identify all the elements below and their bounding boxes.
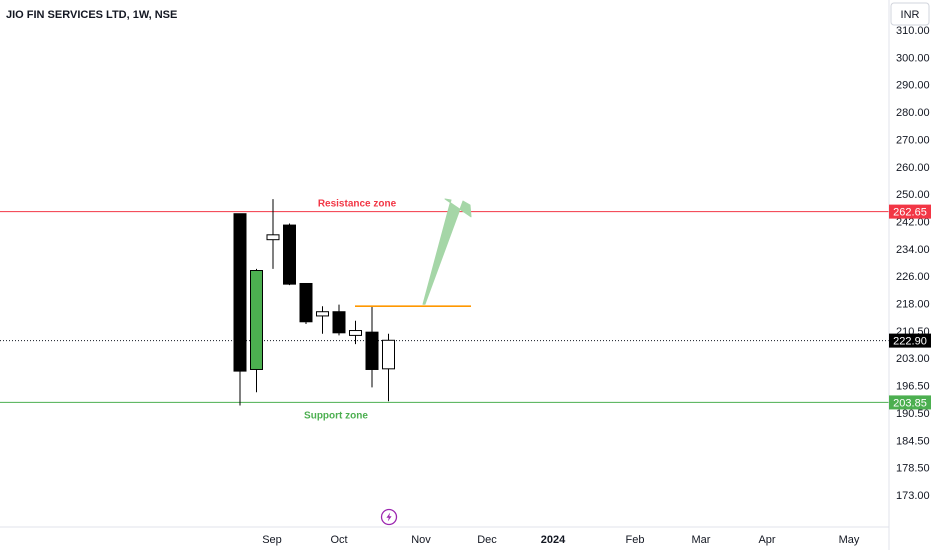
price-axis[interactable]: 310.00 300.00 290.00 280.00 270.00 260.00 250.…	[888, 0, 931, 550]
time-axis-tick: Oct	[330, 534, 347, 546]
price-axis-tick: 242.00	[896, 216, 930, 228]
time-axis[interactable]: Sep Oct Nov Dec 2024 Feb Mar Apr May	[0, 526, 889, 546]
currency-label: INR	[901, 9, 920, 21]
time-axis-tick: Dec	[477, 534, 497, 546]
price-axis-tick: 184.50	[896, 435, 930, 447]
lightning-bolt-icon	[386, 512, 392, 522]
symbol-title: JIO FIN SERVICES LTD, 1W, NSE	[6, 9, 177, 21]
bearish-candle-body	[365, 331, 379, 370]
price-axis-tick: 190.50	[896, 408, 930, 420]
price-axis-tick: 234.00	[896, 244, 930, 256]
price-axis-tick: 280.00	[896, 107, 930, 119]
candle	[233, 213, 247, 406]
time-axis-tick: May	[839, 534, 860, 546]
price-axis-tick: 218.00	[896, 299, 930, 311]
candle	[316, 306, 329, 334]
bullish-candle-body	[316, 311, 329, 317]
time-axis-tick: 2024	[541, 534, 566, 546]
bearish-candle-body	[332, 311, 346, 334]
candle	[250, 268, 263, 393]
candle	[365, 306, 379, 388]
svg-text:222.90: 222.90	[893, 336, 927, 348]
svg-text:262.65: 262.65	[893, 207, 927, 219]
currency-selector[interactable]: INR	[890, 2, 930, 26]
price-axis-tick: 270.00	[896, 134, 930, 146]
bearish-candle-body	[283, 224, 296, 285]
time-axis-tick: Mar	[692, 534, 711, 546]
candle	[266, 199, 280, 269]
price-axis-tick: 226.00	[896, 271, 930, 283]
price-axis-tick: 300.00	[896, 52, 930, 64]
resistance-zone-label: Resistance zone	[318, 199, 397, 210]
candle	[283, 223, 296, 286]
bullish-candle-body	[250, 270, 263, 370]
candle	[382, 333, 395, 402]
support-zone-label: Support zone	[304, 410, 368, 421]
bearish-candle-body	[299, 282, 313, 323]
breakout-arrow[interactable]	[422, 198, 472, 305]
bullish-candle-body	[266, 234, 280, 241]
time-axis-tick: Sep	[262, 534, 282, 546]
plot-area[interactable]: Resistance zone Support zone JIO FIN SER…	[0, 9, 889, 526]
time-axis-tick: Apr	[758, 534, 775, 546]
price-axis-tick: 196.50	[896, 381, 930, 393]
price-axis-tick: 173.00	[896, 490, 930, 502]
resistance-price-tag: 262.65	[889, 204, 931, 219]
candle	[349, 320, 362, 345]
price-axis-tick: 250.00	[896, 189, 930, 201]
price-axis-tick: 260.00	[896, 162, 930, 174]
candles	[233, 199, 395, 406]
event-marker[interactable]	[380, 508, 398, 526]
time-axis-tick: Nov	[411, 534, 431, 546]
svg-text:203.85: 203.85	[893, 397, 927, 409]
bullish-candle-body	[382, 339, 395, 370]
time-axis-tick: Feb	[626, 534, 645, 546]
current-price-tag: 222.90	[889, 333, 931, 348]
bearish-candle-body	[233, 213, 247, 372]
price-axis-tick: 290.00	[896, 80, 930, 92]
candle	[299, 282, 313, 325]
support-price-tag: 203.85	[889, 395, 931, 410]
price-axis-tick: 178.50	[896, 463, 930, 475]
bullish-candle-body	[349, 330, 362, 336]
price-axis-tick: 203.00	[896, 353, 930, 365]
candle	[332, 304, 346, 336]
price-axis-tick: 310.00	[896, 25, 930, 37]
